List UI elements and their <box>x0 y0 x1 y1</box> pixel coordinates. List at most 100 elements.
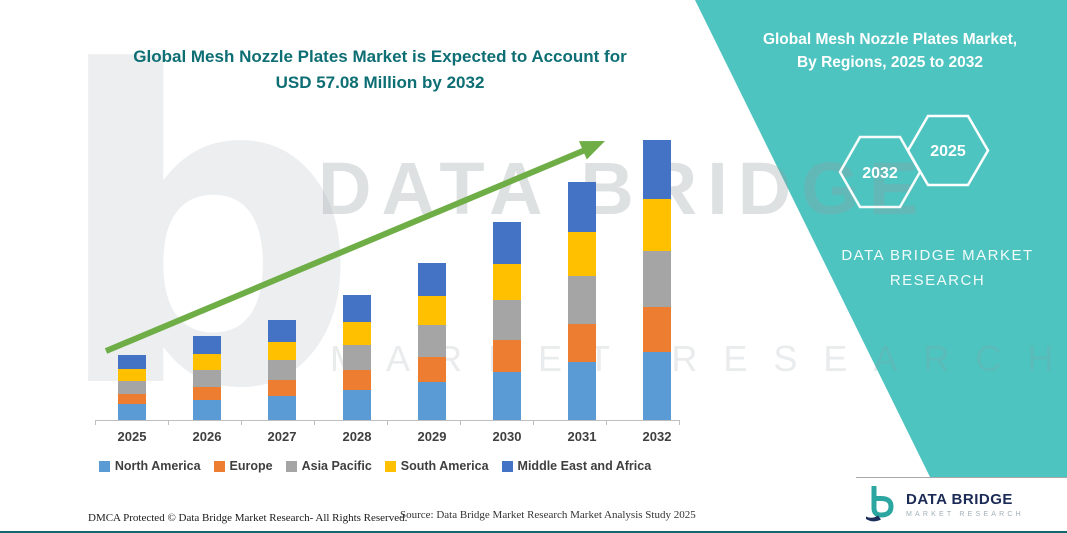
dmca-notice: DMCA Protected © Data Bridge Market Rese… <box>88 512 408 524</box>
bar-2025 <box>118 354 146 420</box>
segment-2030-south-america <box>493 264 521 300</box>
legend-item-middle-east-and-africa: Middle East and Africa <box>501 459 652 473</box>
hexagon-2032 <box>838 135 922 209</box>
x-label-2030: 2030 <box>492 429 522 445</box>
bar-2028 <box>343 294 371 420</box>
segment-2032-south-america <box>643 198 671 251</box>
x-label-2029: 2029 <box>417 429 447 445</box>
side-panel-heading-line2: By Regions, 2025 to 2032 <box>796 54 984 72</box>
segment-2029-europe <box>418 356 446 382</box>
segment-2027-europe <box>268 379 296 396</box>
segment-2032-north-america <box>643 351 671 420</box>
x-label-2027: 2027 <box>268 429 297 445</box>
x-label-text: 2031 <box>567 429 597 444</box>
segment-2030-asia-pacific <box>493 299 521 341</box>
segment-2032-europe <box>643 306 671 352</box>
segment-2029-middle-east-and-africa <box>418 263 446 296</box>
x-label-text: 2028 <box>342 429 372 444</box>
side-panel-brand-line1: DATA BRIDGE MARKET <box>841 247 1034 264</box>
bar-2026 <box>193 336 221 420</box>
hexagon-2032-label: 2032 <box>862 165 898 182</box>
bar-2032 <box>643 140 671 420</box>
segment-2030-europe <box>493 340 521 372</box>
segment-2026-south-america <box>193 354 221 370</box>
logo-subtitle: MARKET RESEARCH <box>906 510 1024 518</box>
legend-swatch <box>213 460 225 472</box>
legend-label: Middle East and Africa <box>517 459 652 473</box>
segment-2031-middle-east-and-africa <box>568 181 596 232</box>
axis-tick <box>241 421 242 425</box>
page-title: Global Mesh Nozzle Plates Market is Expe… <box>85 44 675 95</box>
legend-swatch <box>285 460 297 472</box>
x-label-2025: 2025 <box>118 429 147 445</box>
data-bridge-logo-text: DATA BRIDGE MARKET RESEARCH <box>906 491 1024 518</box>
bar-2031 <box>568 181 596 420</box>
segment-2025-europe <box>118 394 146 404</box>
segment-2027-asia-pacific <box>268 359 296 380</box>
axis-tick <box>533 421 534 425</box>
segment-2031-north-america <box>568 362 596 420</box>
segment-2031-asia-pacific <box>568 275 596 324</box>
bar-2027 <box>268 319 296 420</box>
axis-tick <box>679 421 680 425</box>
year-hexagons: 2032 2025 <box>838 114 990 209</box>
legend-item-south-america: South America <box>384 459 489 473</box>
side-panel-brand-line2: RESEARCH <box>889 271 986 289</box>
x-axis-ticks <box>95 421 680 425</box>
segment-2026-europe <box>193 386 221 400</box>
segment-2028-asia-pacific <box>343 345 371 371</box>
segment-2031-south-america <box>568 231 596 276</box>
segment-2025-south-america <box>118 369 146 381</box>
page-title-line1: Global Mesh Nozzle Plates Market is Expe… <box>133 47 627 66</box>
axis-tick <box>314 421 315 425</box>
x-label-text: 2029 <box>417 429 447 444</box>
bars <box>118 135 671 420</box>
data-bridge-logo-icon <box>866 486 894 522</box>
segment-2030-middle-east-and-africa <box>493 221 521 265</box>
legend-label: North America <box>114 459 201 473</box>
legend-swatch <box>98 460 110 472</box>
x-label-text: 2026 <box>192 429 222 444</box>
legend-label: Europe <box>229 459 273 473</box>
legend-item-north-america: North America <box>98 459 201 473</box>
legend-item-asia-pacific: Asia Pacific <box>285 459 372 473</box>
segment-2026-asia-pacific <box>193 369 221 387</box>
segment-2031-europe <box>568 323 596 363</box>
axis-tick <box>387 421 388 425</box>
logo-title: DATA BRIDGE <box>906 490 1013 508</box>
segment-2025-middle-east-and-africa <box>118 354 146 370</box>
segment-2027-south-america <box>268 341 296 360</box>
segment-2027-north-america <box>268 396 296 420</box>
segment-2028-middle-east-and-africa <box>343 294 371 322</box>
segment-2026-middle-east-and-africa <box>193 336 221 355</box>
axis-tick <box>606 421 607 425</box>
hexagon-2025 <box>906 114 990 187</box>
source-note: Source: Data Bridge Market Research Mark… <box>400 509 696 521</box>
segment-2025-asia-pacific <box>118 380 146 395</box>
hexagon-2025-label: 2025 <box>930 143 966 160</box>
x-label-2026: 2026 <box>192 429 222 445</box>
legend-item-europe: Europe <box>213 459 273 473</box>
x-label-2031: 2031 <box>567 429 597 445</box>
legend: North America Europe Asia Pacific South Ame… <box>80 459 670 473</box>
segment-2028-south-america <box>343 321 371 346</box>
legend-label: Asia Pacific <box>301 459 372 473</box>
legend-swatch <box>384 460 396 472</box>
x-label-text: 2032 <box>642 429 672 444</box>
x-axis-labels: 2025 2026 2027 2028 2029 2030 2031 2032 <box>118 429 672 445</box>
segment-2029-south-america <box>418 295 446 325</box>
logo-divider <box>856 477 1067 478</box>
x-label-2032: 2032 <box>642 429 672 445</box>
x-axis-line <box>95 420 680 421</box>
bar-2030 <box>493 221 521 420</box>
segment-2030-north-america <box>493 371 521 420</box>
segment-2026-north-america <box>193 399 221 420</box>
x-label-text: 2030 <box>492 429 522 444</box>
bottom-border <box>0 531 1067 533</box>
side-panel-heading-line1: Global Mesh Nozzle Plates Market, <box>762 31 1018 48</box>
segment-2028-north-america <box>343 390 371 420</box>
legend-label: South America <box>400 459 489 473</box>
segment-2029-asia-pacific <box>418 324 446 357</box>
bar-2029 <box>418 263 446 420</box>
